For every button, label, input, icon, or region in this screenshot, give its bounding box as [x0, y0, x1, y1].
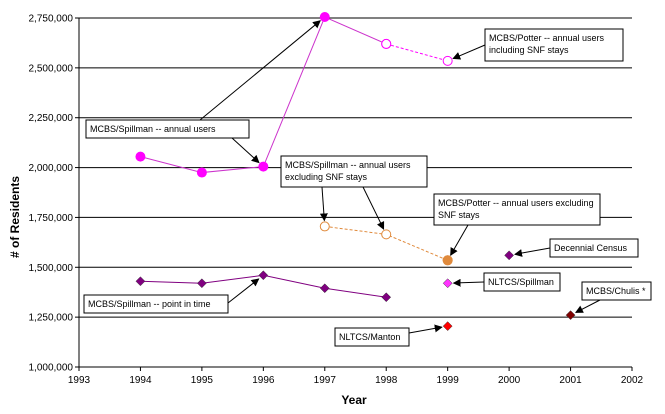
data-point — [381, 229, 392, 240]
annotation: MCBS/Potter -- annual users excluding SNF… — [433, 193, 601, 256]
annotation-text: excluding SNF stays — [285, 172, 368, 182]
gridlines — [79, 17, 632, 318]
y-tick-label: 2,250,000 — [29, 113, 74, 124]
y-tick-label: 2,750,000 — [29, 14, 74, 25]
x-tick-label: 1999 — [437, 375, 460, 386]
data-point — [319, 283, 330, 294]
annotation: MCBS/Spillman -- annual users — [85, 20, 321, 164]
annotation-text: MCBS/Spillman -- annual users — [90, 124, 216, 134]
data-point — [381, 38, 392, 49]
series-line — [140, 16, 387, 174]
annotation-box — [83, 294, 229, 314]
y-tick-label: 1,500,000 — [29, 263, 74, 274]
annotation-arrow — [452, 44, 486, 60]
data-point — [565, 310, 576, 321]
x-axis-label: Year — [341, 393, 367, 407]
x-tick-label: 1993 — [68, 375, 91, 386]
data-point — [196, 167, 207, 178]
annotation-arrow — [199, 20, 321, 121]
data-point — [442, 255, 453, 266]
annotations: MCBS/Potter -- annual users including SNF… — [83, 20, 652, 347]
annotation-text: MCBS/Spillman -- point in time — [88, 299, 211, 309]
x-tick-label: 1996 — [252, 375, 275, 386]
annotation-box — [280, 155, 428, 188]
annotation-arrow — [408, 324, 443, 334]
annotation-arrow — [362, 186, 385, 230]
data-point — [135, 151, 146, 162]
annotation: NLTCS/Manton — [334, 324, 443, 347]
data-point — [381, 292, 392, 303]
x-tick-label: 1994 — [129, 375, 152, 386]
annotation-arrow — [319, 186, 328, 222]
annotation: MCBS/Spillman -- annual users excluding S… — [280, 155, 428, 230]
annotation: MCBS/Potter -- annual users including SNF… — [452, 28, 624, 62]
annotation: MCBS/Spillman -- point in time — [83, 278, 260, 314]
annotation-text: NLTCS/Spillman — [488, 277, 554, 287]
data-point — [258, 270, 269, 281]
data-point — [319, 221, 330, 232]
annotation: MCBS/Chulis * — [575, 281, 652, 313]
annotation-box — [85, 119, 250, 139]
y-tick-label: 1,000,000 — [29, 363, 74, 374]
x-tick-label: 2001 — [559, 375, 582, 386]
annotation-text: NLTCS/Manton — [339, 332, 400, 342]
annotation-text: MCBS/Potter -- annual users excluding — [438, 198, 594, 208]
x-tick-label: 2000 — [498, 375, 521, 386]
data-point — [258, 161, 269, 172]
annotation-text: including SNF stays — [489, 45, 569, 55]
annotation-arrow — [514, 247, 551, 257]
data-series — [135, 12, 576, 331]
annotation-text: SNF stays — [438, 210, 480, 220]
annotation: NLTCS/Spillman — [452, 272, 561, 292]
x-tick-label: 1995 — [191, 375, 214, 386]
y-tick-label: 1,750,000 — [29, 213, 74, 224]
annotation-box — [581, 281, 652, 301]
annotation-arrow — [227, 278, 260, 304]
annotation-arrow — [231, 137, 260, 164]
data-point — [442, 278, 453, 289]
annotation-text: MCBS/Chulis * — [586, 286, 646, 296]
annotation: Decennial Census — [514, 238, 639, 258]
x-tick-label: 1997 — [314, 375, 337, 386]
data-point — [442, 321, 453, 331]
annotation-arrow — [450, 224, 469, 256]
data-point — [135, 276, 146, 287]
data-point — [319, 12, 330, 23]
annotation-box — [484, 28, 624, 62]
annotation-text: Decennial Census — [554, 243, 628, 253]
x-tick-label: 2002 — [621, 375, 644, 386]
axes: 1,000,000 1,250,000 1,500,000 1,750,000 2,00… — [29, 14, 644, 387]
x-tick-label: 1998 — [375, 375, 398, 386]
series-line — [386, 43, 448, 62]
annotation-text: MCBS/Spillman -- annual users — [285, 160, 411, 170]
data-point — [442, 55, 453, 66]
annotation-box — [334, 327, 410, 347]
annotation-text: MCBS/Potter -- annual users — [489, 33, 605, 43]
y-tick-label: 2,500,000 — [29, 63, 74, 74]
annotation-arrow — [452, 278, 485, 287]
y-tick-label: 2,000,000 — [29, 163, 74, 174]
annotation-arrow — [575, 299, 601, 313]
annotation-box — [433, 193, 601, 226]
data-point — [504, 250, 514, 261]
y-tick-label: 1,250,000 — [29, 313, 74, 324]
data-point — [197, 278, 207, 289]
y-axis-label: # of Residents — [8, 176, 22, 258]
